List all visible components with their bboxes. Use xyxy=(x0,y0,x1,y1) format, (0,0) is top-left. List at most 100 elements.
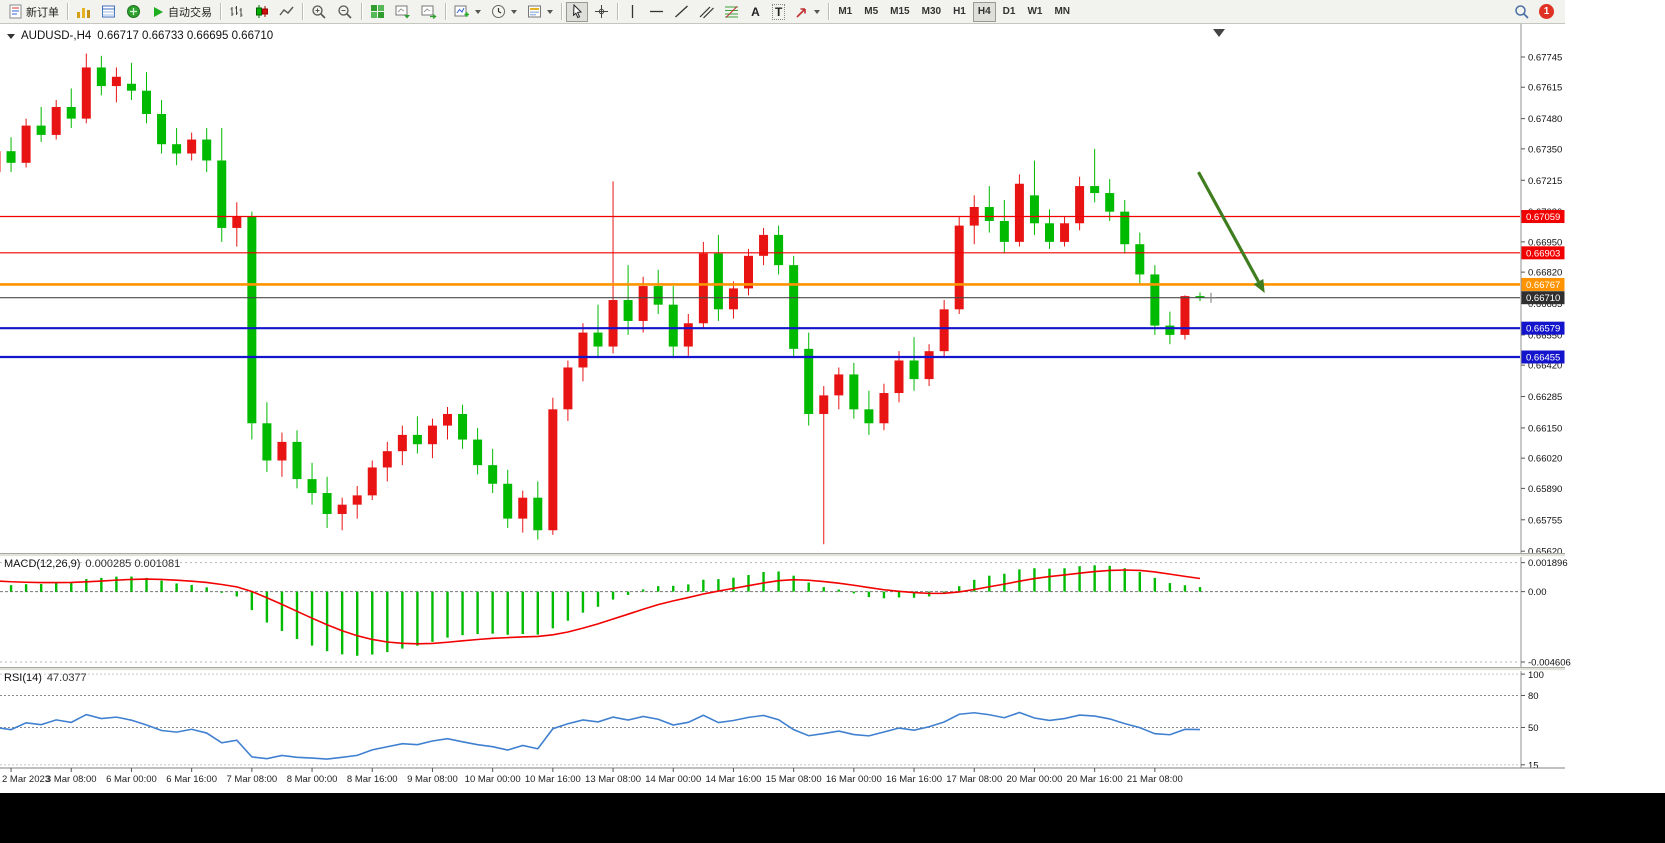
timeframe-m1-button[interactable]: M1 xyxy=(833,2,857,22)
search-button[interactable] xyxy=(1510,2,1534,22)
chevron-down-icon xyxy=(547,9,553,14)
navigator-button[interactable] xyxy=(122,2,145,22)
trendline-icon xyxy=(675,5,688,18)
svg-text:50: 50 xyxy=(1528,723,1539,734)
label-button[interactable]: T xyxy=(768,2,789,22)
svg-text:15: 15 xyxy=(1528,760,1539,771)
svg-text:9 Mar 08:00: 9 Mar 08:00 xyxy=(407,774,458,785)
svg-text:6 Mar 00:00: 6 Mar 00:00 xyxy=(106,774,157,785)
rsi-title: RSI(14) xyxy=(4,672,42,684)
svg-text:0.66285: 0.66285 xyxy=(1528,392,1562,403)
svg-text:0.66020: 0.66020 xyxy=(1528,454,1562,465)
rsi-label: RSI(14) 47.0377 xyxy=(4,672,87,684)
new-chart-button[interactable] xyxy=(450,2,485,22)
timeframe-m15-button[interactable]: M15 xyxy=(885,2,914,22)
svg-text:0.67350: 0.67350 xyxy=(1528,144,1562,155)
market-watch-button[interactable] xyxy=(72,2,95,22)
svg-text:0.66550: 0.66550 xyxy=(1528,330,1562,341)
vertical-line-button[interactable] xyxy=(622,2,643,22)
data-window-icon xyxy=(102,5,115,18)
cursor-button[interactable] xyxy=(566,1,588,22)
svg-text:21 Mar 08:00: 21 Mar 08:00 xyxy=(1127,774,1183,785)
timeframe-h1-button[interactable]: H1 xyxy=(948,2,971,22)
toolbar-separator xyxy=(617,3,618,20)
toolbar-separator xyxy=(67,3,68,20)
tile-windows-button[interactable] xyxy=(366,2,389,22)
bar-chart-button[interactable] xyxy=(225,2,248,22)
macd-title: MACD(12,26,9) xyxy=(4,558,81,570)
panel-splitter[interactable] xyxy=(0,667,1565,671)
chart-shift-button[interactable] xyxy=(417,2,441,22)
bottom-black-bar xyxy=(0,793,1665,843)
data-window-button[interactable] xyxy=(97,2,120,22)
cursor-icon xyxy=(573,4,583,19)
svg-text:0.66767: 0.66767 xyxy=(1526,280,1560,291)
candlestick-chart-button[interactable] xyxy=(250,2,273,22)
toolbar-separator xyxy=(302,3,303,20)
svg-text:0.67745: 0.67745 xyxy=(1528,53,1562,64)
timeframe-m5-button[interactable]: M5 xyxy=(859,2,883,22)
new-chart-icon xyxy=(454,5,469,17)
templates-button[interactable] xyxy=(523,2,557,22)
timeframe-mn-button[interactable]: MN xyxy=(1049,2,1075,22)
arrow-shape-icon xyxy=(796,7,807,18)
auto-scroll-icon xyxy=(395,5,410,19)
text-tool-icon: A xyxy=(751,4,760,19)
svg-text:80: 80 xyxy=(1528,691,1539,702)
chart-ohlc-values: 0.66717 0.66733 0.66695 0.66710 xyxy=(97,30,274,42)
svg-text:0.66455: 0.66455 xyxy=(1526,353,1560,364)
timeframe-h4-button[interactable]: H4 xyxy=(972,1,996,22)
channel-button[interactable] xyxy=(695,2,718,22)
macd-label: MACD(12,26,9) 0.000285 0.001081 xyxy=(4,558,180,570)
svg-text:14 Mar 16:00: 14 Mar 16:00 xyxy=(705,774,761,785)
one-click-trading-toggle-icon[interactable] xyxy=(7,33,15,39)
timeframe-m30-button[interactable]: M30 xyxy=(917,2,946,22)
svg-text:15 Mar 08:00: 15 Mar 08:00 xyxy=(766,774,822,785)
svg-text:17 Mar 08:00: 17 Mar 08:00 xyxy=(946,774,1002,785)
svg-text:0.65890: 0.65890 xyxy=(1528,484,1562,495)
trendline-button[interactable] xyxy=(670,2,693,22)
auto-trading-button[interactable]: 自动交易 xyxy=(147,2,216,22)
svg-text:100: 100 xyxy=(1528,670,1544,681)
auto-scroll-button[interactable] xyxy=(391,2,415,22)
line-chart-button[interactable] xyxy=(275,2,298,22)
tile-windows-icon xyxy=(371,5,384,18)
new-order-button[interactable]: 新订单 xyxy=(4,2,63,22)
horizontal-line-button[interactable] xyxy=(645,2,668,22)
zoom-out-button[interactable] xyxy=(333,2,357,22)
notification-badge[interactable]: 1 xyxy=(1539,4,1554,19)
crosshair-button[interactable] xyxy=(590,2,613,22)
svg-text:7 Mar 08:00: 7 Mar 08:00 xyxy=(226,774,277,785)
navigator-icon xyxy=(127,5,140,18)
toolbar-separator xyxy=(445,3,446,20)
toolbar-separator xyxy=(828,3,830,20)
svg-text:0.66710: 0.66710 xyxy=(1526,293,1560,304)
svg-text:10 Mar 00:00: 10 Mar 00:00 xyxy=(465,774,521,785)
svg-text:16 Mar 16:00: 16 Mar 16:00 xyxy=(886,774,942,785)
panel-splitter[interactable] xyxy=(0,553,1565,557)
svg-text:13 Mar 08:00: 13 Mar 08:00 xyxy=(585,774,641,785)
fibonacci-button[interactable] xyxy=(720,2,743,22)
periods-button[interactable] xyxy=(487,2,521,22)
bar-chart-icon xyxy=(230,6,243,17)
zoom-in-button[interactable] xyxy=(307,2,331,22)
timeframe-d1-button[interactable]: D1 xyxy=(998,2,1021,22)
zoom-in-icon xyxy=(312,4,326,19)
svg-text:0.66950: 0.66950 xyxy=(1528,237,1562,248)
svg-text:-0.004606: -0.004606 xyxy=(1528,657,1571,668)
timeframe-w1-button[interactable]: W1 xyxy=(1022,2,1047,22)
chart-symbol-period: AUDUSD-,H4 xyxy=(21,30,92,42)
svg-text:8 Mar 00:00: 8 Mar 00:00 xyxy=(287,774,338,785)
auto-trading-label: 自动交易 xyxy=(168,6,212,19)
vertical-line-icon xyxy=(631,5,634,18)
chevron-down-icon xyxy=(511,9,517,14)
svg-text:6 Mar 16:00: 6 Mar 16:00 xyxy=(166,774,217,785)
crosshair-icon xyxy=(595,5,608,18)
main-toolbar: 新订单 自动交易 xyxy=(0,0,1565,24)
svg-text:10 Mar 16:00: 10 Mar 16:00 xyxy=(525,774,581,785)
label-tool-icon: T xyxy=(772,3,786,20)
arrows-button[interactable] xyxy=(791,2,824,22)
svg-text:8 Mar 16:00: 8 Mar 16:00 xyxy=(347,774,398,785)
text-button[interactable]: A xyxy=(745,2,766,22)
